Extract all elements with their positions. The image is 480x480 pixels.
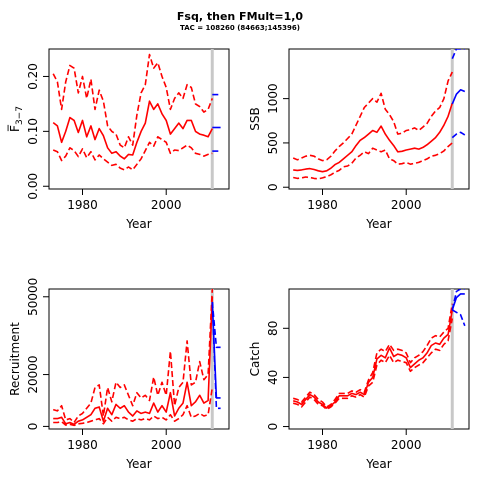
y-tick-label-fbar: 0.10 [26, 118, 40, 145]
history-lower-ssb [293, 142, 453, 180]
series-group-ssb [292, 49, 466, 180]
panel-fbar: 1980 2000 0.00 0.10 0.20 Year F̅3−7 [7, 48, 230, 231]
history-median-ssb [293, 102, 454, 173]
x-tick-label-catch: 1980 [307, 438, 338, 452]
panel-ssb: 1980 2000 0 500 1000 Year SSB [248, 48, 470, 231]
projection-lower-catch [451, 309, 466, 327]
x-tick-label-ssb: 1980 [307, 198, 338, 212]
y-tick-label-ssb: 1000 [266, 83, 280, 114]
y-tick-label-recruitment: 50000 [26, 278, 40, 316]
series-group-catch [292, 289, 466, 411]
history-lower-recruitment [53, 387, 214, 427]
history-lower-fbar [52, 136, 213, 171]
y-tick-label-catch: 0 [266, 423, 280, 431]
x-axis-label-ssb: Year [365, 217, 391, 231]
y-tick-label-fbar: 0.20 [26, 63, 40, 90]
plot-frame-ssb [288, 48, 470, 190]
history-upper-catch [292, 303, 454, 408]
panel-catch: 1980 2000 0 40 80 Year Catch [248, 288, 470, 471]
y-axis-label-ssb: SSB [248, 107, 262, 130]
projection-upper-recruitment [211, 301, 221, 349]
y-tick-label-catch: 40 [266, 370, 280, 385]
history-median-recruitment [53, 296, 214, 426]
history-median-fbar [52, 100, 214, 160]
history-lower-catch [292, 318, 454, 411]
figure-title: Fsq, then FMult=1,0 [177, 10, 304, 23]
series-group-recruitment [52, 289, 221, 427]
x-tick-label-recruitment: 2000 [151, 438, 182, 452]
x-axis-label-recruitment: Year [125, 457, 151, 471]
y-tick-label-catch: 80 [266, 321, 280, 336]
y-tick-label-fbar: 0.00 [26, 173, 40, 200]
y-tick-label-recruitment: 20000 [26, 355, 40, 393]
y-axis-label-catch: Catch [248, 342, 262, 377]
projection-lower-recruitment [211, 301, 221, 410]
history-upper-recruitment [52, 289, 214, 424]
projection-upper-catch [451, 289, 465, 311]
plot-frame-recruitment [48, 288, 230, 430]
y-axis-label-subscript-fbar: 3−7 [15, 106, 25, 125]
x-tick-label-fbar: 1980 [67, 198, 98, 212]
series-group-fbar [52, 53, 221, 171]
plot-frame-fbar [48, 48, 230, 190]
history-median-catch [292, 309, 454, 409]
y-axis-label-recruitment: Recruitment [8, 322, 22, 396]
y-axis-label-fbar: F̅3−7 [7, 106, 25, 132]
y-tick-label-recruitment: 0 [26, 423, 40, 431]
x-axis-label-fbar: Year [125, 217, 151, 231]
plot-frame-catch [288, 288, 470, 430]
x-tick-label-ssb: 2000 [391, 198, 422, 212]
projection-median-catch [451, 293, 465, 311]
figure-subtitle: TAC = 108260 (84663;145396) [180, 24, 300, 32]
history-upper-fbar [52, 53, 214, 149]
x-tick-label-catch: 2000 [391, 438, 422, 452]
projection-median-recruitment [211, 301, 221, 399]
projection-lower-ssb [451, 131, 466, 139]
x-tick-label-recruitment: 1980 [67, 438, 98, 452]
x-tick-label-fbar: 2000 [151, 198, 182, 212]
projection-median-ssb [451, 89, 466, 105]
y-tick-label-ssb: 500 [266, 131, 280, 154]
history-upper-ssb [292, 71, 454, 162]
y-tick-label-ssb: 0 [266, 183, 280, 191]
projection-upper-ssb [451, 49, 465, 60]
x-axis-label-catch: Year [365, 457, 391, 471]
